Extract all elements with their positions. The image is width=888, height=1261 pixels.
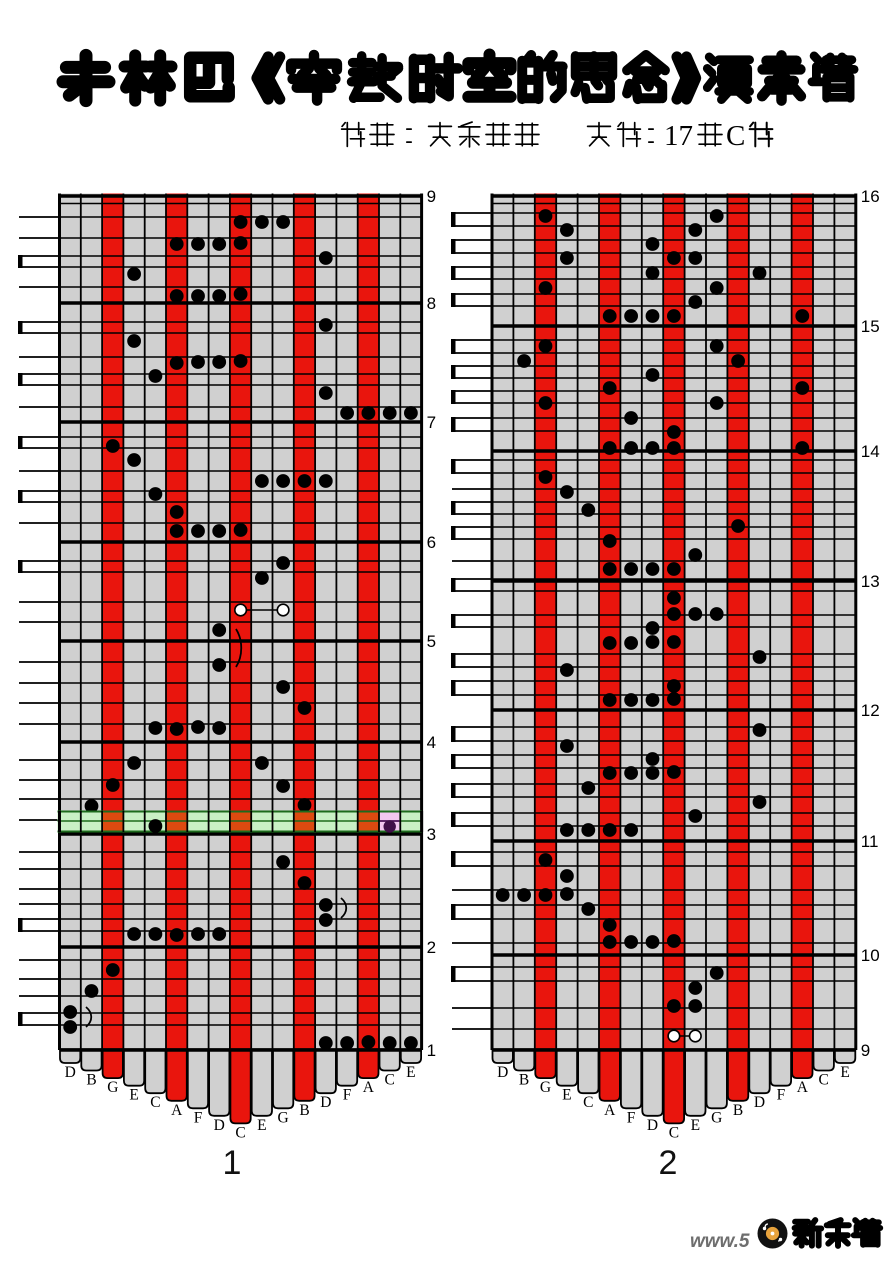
svg-text:www.5: www.5	[690, 1231, 750, 1252]
svg-text:F: F	[343, 1087, 352, 1104]
svg-text:D: D	[754, 1094, 765, 1111]
svg-text:A: A	[604, 1102, 616, 1119]
svg-text:G: G	[107, 1079, 118, 1096]
svg-text:12: 12	[861, 701, 880, 720]
svg-text:B: B	[733, 1102, 743, 1119]
svg-text:1: 1	[223, 1144, 242, 1182]
svg-text:E: E	[562, 1087, 571, 1104]
svg-text:A: A	[797, 1079, 809, 1096]
svg-text:1: 1	[427, 1041, 436, 1060]
svg-text:11: 11	[861, 832, 879, 851]
svg-text:A: A	[171, 1102, 183, 1119]
svg-text:9: 9	[427, 187, 436, 206]
svg-text:16: 16	[861, 187, 880, 206]
svg-text:9: 9	[861, 1041, 870, 1060]
svg-text:F: F	[777, 1087, 786, 1104]
svg-text:F: F	[194, 1109, 203, 1126]
svg-text:D: D	[497, 1064, 508, 1081]
svg-text:G: G	[540, 1079, 551, 1096]
svg-text:C: C	[150, 1094, 160, 1111]
svg-text:7: 7	[427, 413, 436, 432]
svg-text:10: 10	[861, 946, 880, 965]
svg-text:3: 3	[427, 825, 436, 844]
svg-text:B: B	[299, 1102, 309, 1119]
svg-text:14: 14	[861, 442, 880, 461]
svg-text:13: 13	[861, 572, 880, 591]
svg-text:G: G	[277, 1109, 288, 1126]
svg-text:D: D	[320, 1094, 331, 1111]
svg-text:4: 4	[427, 733, 436, 752]
svg-text:D: D	[65, 1064, 76, 1081]
svg-text:2: 2	[659, 1144, 678, 1182]
svg-text:B: B	[519, 1072, 529, 1089]
svg-text:E: E	[257, 1117, 266, 1134]
svg-text:E: E	[840, 1064, 849, 1081]
svg-text:E: E	[129, 1087, 138, 1104]
svg-text:C: C	[669, 1124, 679, 1141]
svg-text:D: D	[214, 1117, 225, 1134]
svg-text:A: A	[363, 1079, 375, 1096]
svg-text:C: C	[385, 1072, 395, 1089]
svg-text:15: 15	[861, 317, 880, 336]
svg-text:E: E	[691, 1117, 700, 1134]
svg-text:D: D	[647, 1117, 658, 1134]
svg-text:2: 2	[427, 938, 436, 957]
svg-text:C: C	[819, 1072, 829, 1089]
svg-text:C: C	[235, 1124, 245, 1141]
svg-text:6: 6	[427, 533, 436, 552]
svg-text:C: C	[726, 120, 745, 152]
svg-text:8: 8	[427, 294, 436, 313]
svg-text:G: G	[711, 1109, 722, 1126]
svg-text:F: F	[627, 1109, 636, 1126]
svg-text:B: B	[86, 1072, 96, 1089]
svg-text:C: C	[583, 1094, 593, 1111]
svg-text:17: 17	[664, 120, 693, 152]
svg-text:E: E	[406, 1064, 415, 1081]
svg-text:5: 5	[427, 632, 436, 651]
